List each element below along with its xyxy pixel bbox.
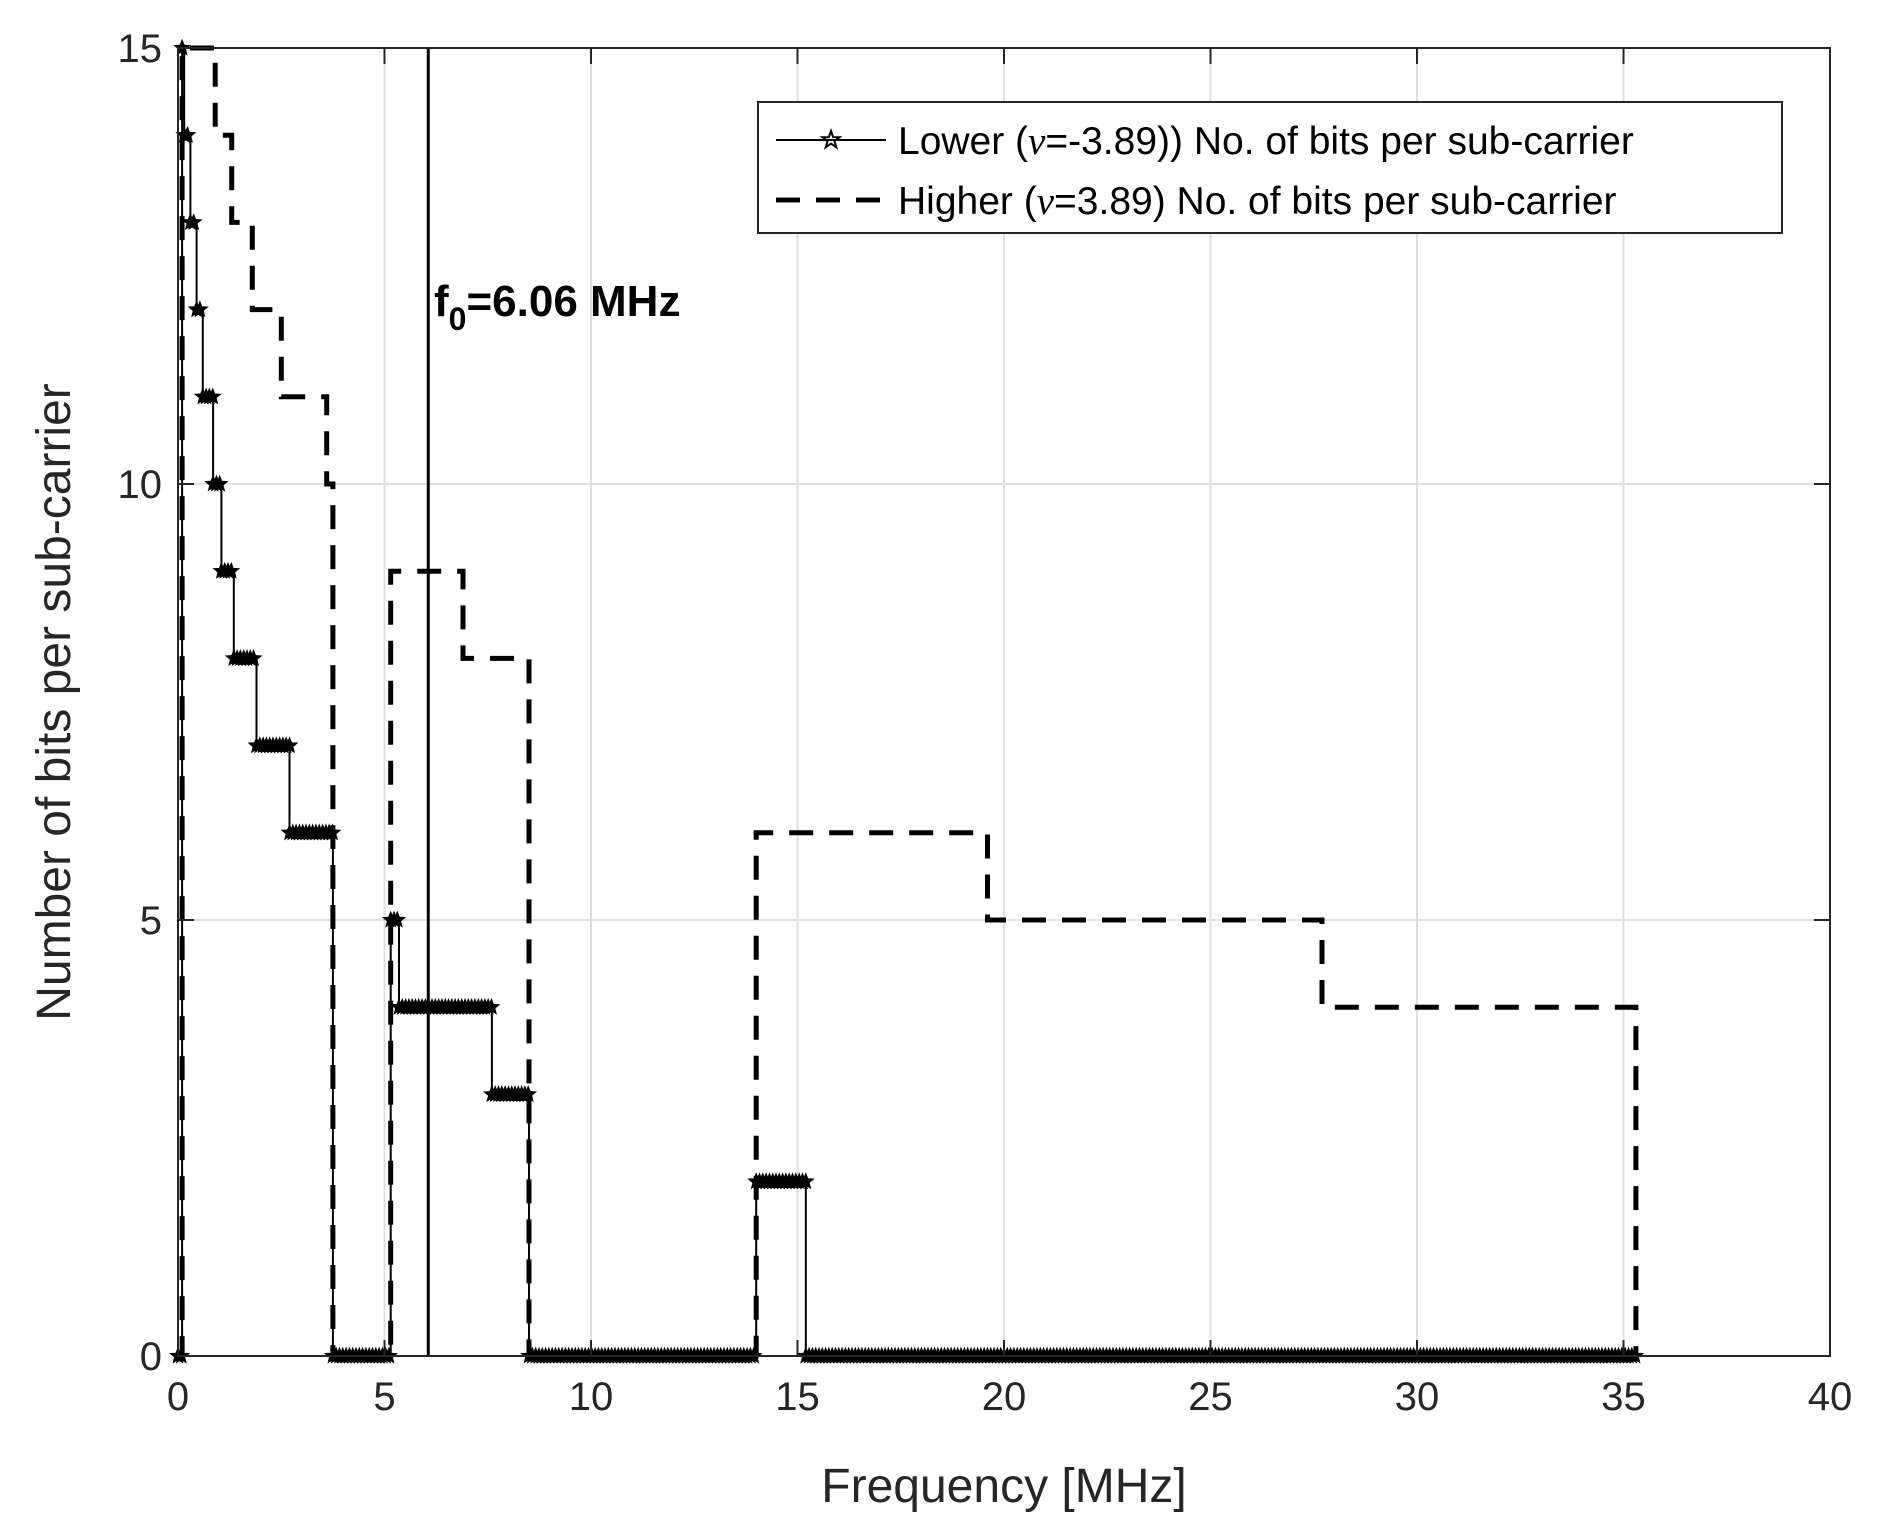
star-marker [388,910,407,928]
star-marker [178,125,197,143]
star-marker [244,649,263,667]
y-tick-label: 0 [140,1335,162,1379]
legend-box [757,101,1783,234]
x-tick-label: 0 [167,1375,189,1419]
legend-higher-nu: ν [1037,180,1055,223]
star-marker [184,213,203,231]
star-marker [280,736,299,754]
star-marker [482,997,501,1015]
legend-lower-suffix: =-3.89)) No. of bits per sub-carrier [1045,120,1633,163]
axis-ticks: 0 5 10 15 20 25 30 35 40 0 5 10 15 [118,27,1853,1419]
x-tick-label: 40 [1808,1375,1853,1419]
legend-higher-suffix: =3.89) No. of bits per sub-carrier [1054,180,1617,223]
x-tick-label: 30 [1395,1375,1440,1419]
x-axis-title: Frequency [MHz] [821,1460,1186,1513]
star-marker [519,1085,538,1103]
legend-higher-prefix: Higher ( [898,180,1037,223]
y-axis-title: Number of bits per sub-carrier [28,383,81,1021]
y-tick-label: 5 [140,899,162,943]
legend-star-marker [819,127,843,150]
x-tick-label: 10 [569,1375,614,1419]
x-tick-label: 35 [1601,1375,1646,1419]
y-tick-label: 15 [118,27,163,71]
legend: Lower (ν=-3.89)) No. of bits per sub-car… [757,101,1783,234]
x-tick-label: 15 [775,1375,820,1419]
star-marker [203,387,222,405]
f0-annotation-base: f [434,277,449,326]
lower-bits-step-line [178,47,1636,1357]
legend-label-higher: Higher (ν=3.89) No. of bits per sub-carr… [898,180,1617,223]
legend-label-lower: Lower (ν=-3.89)) No. of bits per sub-car… [898,120,1634,163]
x-tick-label: 5 [373,1375,395,1419]
x-tick-label: 25 [1188,1375,1233,1419]
star-marker [191,300,209,318]
f0-annotation-value: =6.06 MHz [466,277,680,326]
star-marker [796,1172,815,1190]
star-marker [210,474,229,492]
f0-annotation: f0=6.06 MHz [434,277,680,337]
star-marker [222,561,241,579]
y-tick-label: 10 [118,463,163,507]
x-tick-label: 20 [982,1375,1027,1419]
legend-lower-nu: ν [1028,120,1046,163]
f0-annotation-subscript: 0 [449,301,467,337]
legend-lower-prefix: Lower ( [898,120,1028,163]
